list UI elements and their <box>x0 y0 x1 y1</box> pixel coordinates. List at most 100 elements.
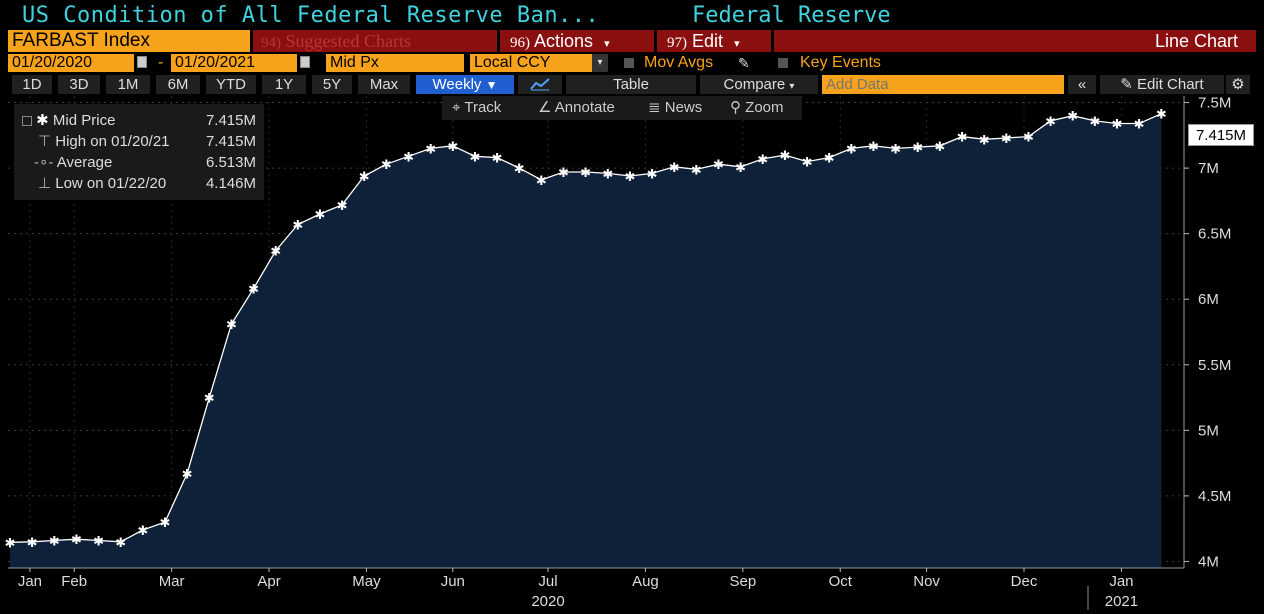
data-point[interactable]: ✱ <box>647 167 658 182</box>
data-point[interactable]: ✱ <box>93 534 104 549</box>
calendar-icon[interactable] <box>300 56 310 68</box>
collapse-icon[interactable]: « <box>1068 75 1096 94</box>
end-date-field[interactable]: 01/20/2021 <box>171 54 297 72</box>
actions-menu[interactable]: 96) Actions ▾ <box>500 30 654 52</box>
data-point[interactable]: ✱ <box>669 161 680 176</box>
edit-chart-button[interactable]: ✎ Edit Chart <box>1100 75 1224 94</box>
data-point[interactable]: ✱ <box>934 140 945 155</box>
data-point[interactable]: ✱ <box>890 142 901 157</box>
zoom-tool[interactable]: ⚲ Zoom <box>730 96 784 120</box>
period-1d-button[interactable]: 1D <box>12 75 52 94</box>
chevron-down-icon[interactable]: ▾ <box>592 54 608 72</box>
data-point[interactable]: ✱ <box>248 283 259 298</box>
data-point[interactable]: ✱ <box>71 533 82 548</box>
period-5y-button[interactable]: 5Y <box>312 75 352 94</box>
data-point[interactable]: ✱ <box>115 536 126 551</box>
data-point[interactable]: ✱ <box>49 534 60 549</box>
magnifier-icon: ⚲ <box>730 99 741 116</box>
data-point[interactable]: ✱ <box>492 152 503 167</box>
data-point[interactable]: ✱ <box>270 245 281 260</box>
data-point[interactable]: ✱ <box>160 516 171 531</box>
data-point[interactable]: ✱ <box>315 208 326 223</box>
data-point[interactable]: ✱ <box>469 150 480 165</box>
data-point[interactable]: ✱ <box>137 524 148 539</box>
data-point[interactable]: ✱ <box>757 153 768 168</box>
track-tool[interactable]: ⌖ Track <box>452 96 501 120</box>
data-point[interactable]: ✱ <box>381 158 392 173</box>
last-value-label: 7.415M <box>1188 124 1254 146</box>
data-point[interactable]: ✱ <box>802 156 813 171</box>
data-point[interactable]: ✱ <box>912 141 923 156</box>
data-point[interactable]: ✱ <box>779 149 790 164</box>
data-point[interactable]: ✱ <box>868 140 879 155</box>
calendar-icon[interactable] <box>137 56 147 68</box>
ticker-field[interactable]: FARBAST Index <box>8 30 250 52</box>
add-data-input[interactable] <box>822 75 1064 94</box>
title-row: US Condition of All Federal Reserve Ban.… <box>0 0 1264 30</box>
mov-avgs-label: Mov Avgs <box>644 54 714 71</box>
edit-label: Edit <box>692 31 724 51</box>
legend-row-average: -∘- Average <box>34 152 112 173</box>
news-label: News <box>664 99 703 116</box>
data-point[interactable]: ✱ <box>713 158 724 173</box>
start-date-field[interactable]: 01/20/2020 <box>8 54 134 72</box>
period-3d-button[interactable]: 3D <box>58 75 100 94</box>
data-point[interactable]: ✱ <box>691 163 702 178</box>
data-point[interactable]: ✱ <box>514 162 525 177</box>
data-point[interactable]: ✱ <box>182 468 193 483</box>
data-point[interactable]: ✱ <box>447 140 458 155</box>
data-point[interactable]: ✱ <box>226 318 237 333</box>
expand-icon[interactable] <box>22 116 32 127</box>
period-1m-button[interactable]: 1M <box>106 75 150 94</box>
data-point[interactable]: ✱ <box>536 174 547 189</box>
frequency-select[interactable]: Weekly ▼ <box>416 75 514 94</box>
period-max-button[interactable]: Max <box>358 75 410 94</box>
data-point[interactable]: ✱ <box>292 218 303 233</box>
data-point[interactable]: ✱ <box>846 142 857 157</box>
table-button[interactable]: Table <box>566 75 696 94</box>
data-point[interactable]: ✱ <box>1001 132 1012 147</box>
data-point[interactable]: ✱ <box>1134 118 1145 133</box>
data-point[interactable]: ✱ <box>1067 110 1078 125</box>
data-point[interactable]: ✱ <box>979 133 990 148</box>
period-ytd-button[interactable]: YTD <box>206 75 256 94</box>
chart-type-label[interactable]: Line Chart <box>774 30 1256 52</box>
line-chart-icon[interactable] <box>518 75 562 94</box>
data-point[interactable]: ✱ <box>602 167 613 182</box>
suggested-charts-button[interactable]: 94) Suggested Charts <box>253 30 497 52</box>
data-point[interactable]: ✱ <box>403 150 414 165</box>
data-point[interactable]: ✱ <box>5 536 16 551</box>
period-6m-button[interactable]: 6M <box>156 75 200 94</box>
field-select[interactable]: Mid Px <box>326 54 464 72</box>
data-point[interactable]: ✱ <box>1112 118 1123 133</box>
data-point[interactable]: ✱ <box>624 170 635 185</box>
data-point[interactable]: ✱ <box>1023 131 1034 146</box>
key-events-checkbox[interactable] <box>778 58 788 68</box>
data-point[interactable]: ✱ <box>1045 115 1056 130</box>
edit-menu[interactable]: 97) Edit ▾ <box>657 30 771 52</box>
data-point[interactable]: ✱ <box>337 199 348 214</box>
data-point[interactable]: ✱ <box>735 161 746 176</box>
currency-select[interactable]: Local CCY <box>470 54 592 72</box>
zoom-label: Zoom <box>745 99 784 116</box>
gear-icon[interactable]: ⚙ <box>1226 75 1250 94</box>
data-point[interactable]: ✱ <box>824 152 835 167</box>
period-1y-button[interactable]: 1Y <box>262 75 306 94</box>
data-point[interactable]: ✱ <box>27 536 38 551</box>
pencil-icon[interactable]: ✎ <box>738 55 750 71</box>
news-tool[interactable]: ≣ News <box>648 96 702 120</box>
data-point[interactable]: ✱ <box>957 131 968 146</box>
mov-avgs-checkbox[interactable] <box>624 58 634 68</box>
data-point[interactable]: ✱ <box>1089 115 1100 130</box>
legend-label: High on 01/20/21 <box>55 133 170 150</box>
compare-button[interactable]: Compare ▾ <box>700 75 818 94</box>
data-point[interactable]: ✱ <box>1156 108 1167 123</box>
frequency-label: Weekly <box>432 76 482 93</box>
annotate-tool[interactable]: ∠ Annotate <box>538 96 615 120</box>
data-point[interactable]: ✱ <box>204 392 215 407</box>
data-point[interactable]: ✱ <box>558 166 569 181</box>
data-point[interactable]: ✱ <box>425 142 436 157</box>
data-point[interactable]: ✱ <box>580 166 591 181</box>
data-point[interactable]: ✱ <box>359 170 370 185</box>
